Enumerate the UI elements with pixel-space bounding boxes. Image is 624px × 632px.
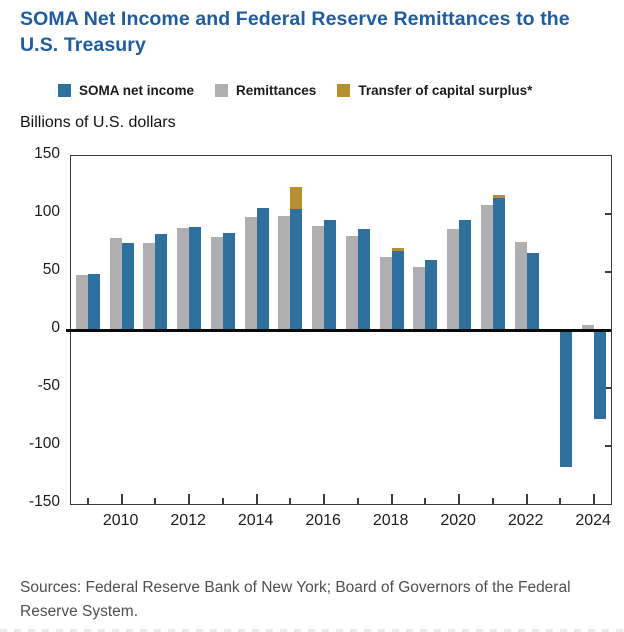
bar-soma-net-income-2024 <box>594 330 607 420</box>
bar-remittances-2020 <box>447 229 460 330</box>
bar-soma-net-income-2014 <box>256 208 269 330</box>
bar-capital-surplus-2018 <box>391 247 404 252</box>
y-tick-right--50 <box>605 387 611 389</box>
legend-label: Transfer of capital surplus* <box>358 82 533 98</box>
y-axis-label-50: 50 <box>42 261 60 278</box>
x-axis-label-2016: 2016 <box>305 512 341 529</box>
bar-soma-net-income-2013 <box>222 232 235 330</box>
y-axis-label-150: 150 <box>34 145 60 162</box>
y-axis-label--100: -100 <box>28 435 60 452</box>
legend: SOMA net income Remittances Transfer of … <box>58 81 614 99</box>
bar-soma-net-income-2023 <box>560 330 573 467</box>
x-tick-2012 <box>188 494 191 504</box>
bar-remittances-2009 <box>75 275 88 330</box>
bar-soma-net-income-2021 <box>492 197 505 330</box>
y-axis-label--50: -50 <box>37 377 60 394</box>
bar-soma-net-income-2020 <box>459 219 472 330</box>
bar-capital-surplus-2015 <box>290 187 303 210</box>
sources-text: Sources: Federal Reserve Bank of New Yor… <box>20 579 571 620</box>
x-tick-2021 <box>491 498 494 504</box>
bar-remittances-2015 <box>278 216 291 330</box>
bar-capital-surplus-2021 <box>492 195 505 198</box>
bar-remittances-2013 <box>210 237 223 330</box>
bar-remittances-2014 <box>244 217 257 330</box>
y-axis-label-100: 100 <box>34 203 60 220</box>
bar-remittances-2022 <box>514 241 527 330</box>
x-axis-label-2022: 2022 <box>507 512 544 529</box>
legend-item-remittances: Remittances <box>215 83 316 98</box>
x-axis-label-2010: 2010 <box>102 512 139 529</box>
bar-remittances-2018 <box>379 256 392 330</box>
bottom-edge-divider <box>0 629 624 632</box>
bar-soma-net-income-2015 <box>290 209 303 330</box>
x-tick-2018 <box>390 494 393 504</box>
bar-soma-net-income-2022 <box>526 253 539 330</box>
x-tick-2017 <box>356 498 359 504</box>
y-axis-title: Billions of U.S. dollars <box>20 114 176 131</box>
bar-remittances-2012 <box>177 227 190 330</box>
transfer-of-capital-surplus-swatch-icon <box>337 83 351 97</box>
legend-label: Remittances <box>236 82 317 98</box>
x-tick-2015 <box>289 498 292 504</box>
x-axis-label-2014: 2014 <box>237 512 274 529</box>
zero-line <box>66 328 611 332</box>
legend-label: SOMA net income <box>79 82 195 98</box>
x-tick-2009 <box>86 498 89 504</box>
bar-remittances-2024 <box>582 325 595 330</box>
x-tick-2020 <box>458 494 461 504</box>
bar-soma-net-income-2018 <box>391 251 404 330</box>
x-tick-2019 <box>424 498 427 504</box>
x-tick-2023 <box>559 498 562 504</box>
bar-soma-net-income-2019 <box>425 260 438 330</box>
bar-remittances-2011 <box>143 243 156 330</box>
remittances-swatch-icon <box>215 83 229 97</box>
bar-soma-net-income-2010 <box>121 243 134 330</box>
y-tick-right-50 <box>605 271 611 273</box>
y-tick-right--100 <box>605 445 611 447</box>
bar-remittances-2017 <box>345 236 358 330</box>
bar-remittances-2010 <box>109 238 122 330</box>
y-axis-label-0: 0 <box>51 319 60 336</box>
plot-area <box>66 155 612 505</box>
bar-soma-net-income-2012 <box>189 226 202 330</box>
legend-item-transfer-of-capital-surplus: Transfer of capital surplus* <box>337 83 532 98</box>
x-tick-2016 <box>323 494 326 504</box>
bar-soma-net-income-2011 <box>155 233 168 330</box>
chart-title: SOMA Net Income and Federal Reserve Remi… <box>20 8 570 56</box>
legend-item-soma-net-income: SOMA net income <box>58 83 194 98</box>
bar-soma-net-income-2009 <box>87 274 100 330</box>
x-axis-label-2024: 2024 <box>575 512 611 529</box>
soma-net-income-swatch-icon <box>58 83 71 97</box>
bar-soma-net-income-2017 <box>357 229 370 330</box>
x-axis-label-2018: 2018 <box>372 512 409 529</box>
bar-soma-net-income-2016 <box>324 219 337 330</box>
y-axis-label--150: -150 <box>28 493 60 510</box>
x-tick-2014 <box>255 494 258 504</box>
x-tick-2024 <box>593 494 596 504</box>
x-tick-2022 <box>525 494 528 504</box>
x-tick-2011 <box>154 498 157 504</box>
y-tick-right-100 <box>605 213 611 215</box>
bar-remittances-2016 <box>312 225 325 330</box>
bar-remittances-2019 <box>413 267 426 330</box>
x-tick-2010 <box>120 494 123 504</box>
x-tick-2013 <box>221 498 224 504</box>
x-axis-label-2012: 2012 <box>170 512 206 529</box>
x-axis-label-2020: 2020 <box>440 512 476 529</box>
bar-remittances-2021 <box>480 204 493 330</box>
